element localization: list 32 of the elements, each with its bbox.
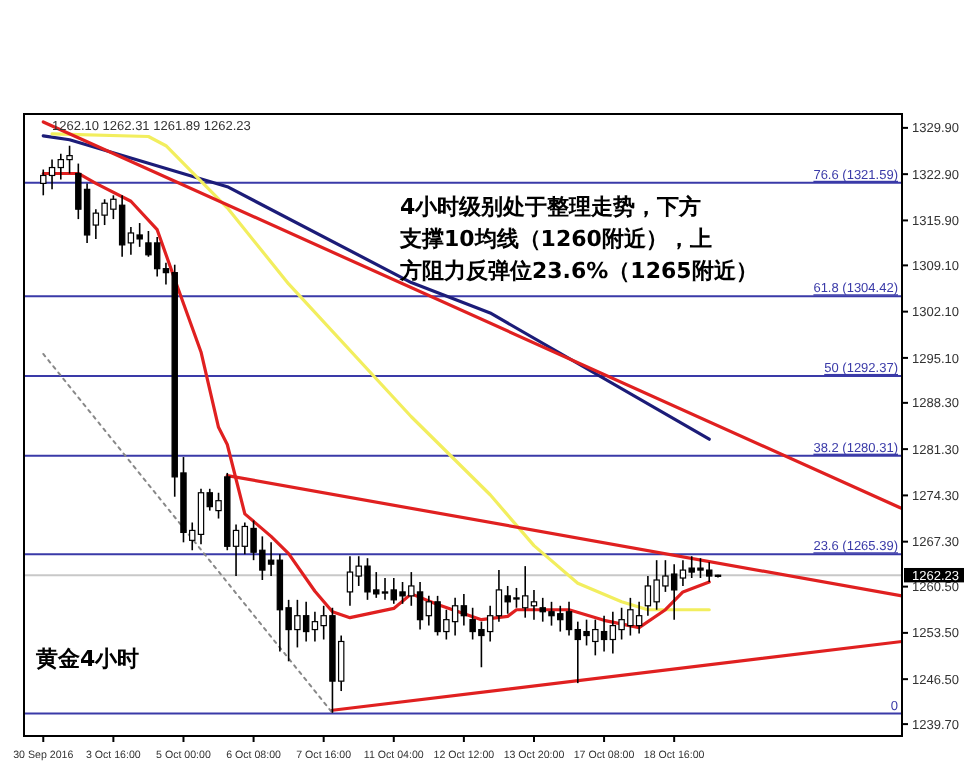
candlestick <box>302 601 310 643</box>
candlestick <box>609 610 617 655</box>
candlestick <box>136 222 143 248</box>
candlestick <box>635 601 643 635</box>
candlestick <box>153 236 161 278</box>
candlestick <box>241 521 249 556</box>
candlestick <box>679 559 687 587</box>
candlestick <box>48 158 56 191</box>
candlestick <box>600 614 608 653</box>
candlestick <box>381 577 389 601</box>
candlestick <box>66 144 73 175</box>
candlestick <box>40 168 47 197</box>
annotation: 支撑10均线（1260附近），上 <box>398 226 712 252</box>
candlestick <box>565 601 573 637</box>
candlestick <box>530 589 538 621</box>
candlestick <box>521 565 529 619</box>
candlestick <box>425 595 433 627</box>
candlestick <box>644 575 652 617</box>
candlestick <box>346 555 354 607</box>
annotation: 黄金4小时 <box>34 646 140 672</box>
candlestick <box>197 487 205 546</box>
candlestick <box>311 610 319 643</box>
candlestick <box>460 593 468 627</box>
annotation: 4小时级别处于整理走势，下方 <box>400 194 702 220</box>
candlestick <box>390 577 398 605</box>
candlestick <box>451 597 459 637</box>
line-series <box>41 134 711 441</box>
annotation: 方阻力反弹位23.6%（1265附近） <box>398 258 758 284</box>
candlestick <box>670 563 678 621</box>
candlestick <box>416 581 424 631</box>
candlestick <box>118 194 126 258</box>
candlestick <box>57 152 65 181</box>
